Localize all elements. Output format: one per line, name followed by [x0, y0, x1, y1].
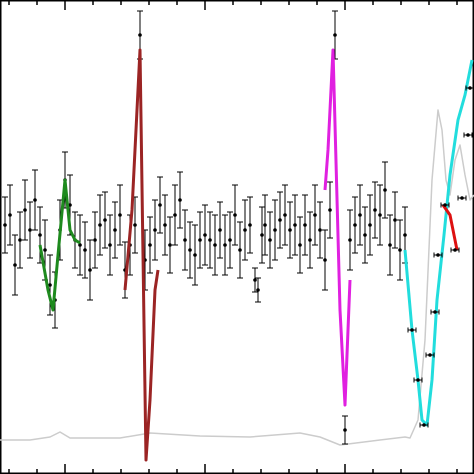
data-point	[133, 223, 137, 227]
data-point	[343, 428, 347, 432]
data-point	[293, 223, 297, 227]
data-point	[33, 198, 37, 202]
data-point	[318, 228, 322, 232]
data-point	[260, 233, 264, 237]
data-point	[198, 238, 202, 242]
data-point	[13, 263, 17, 267]
data-point	[353, 223, 357, 227]
data-point	[203, 233, 207, 237]
data-point	[443, 203, 447, 207]
data-point	[28, 228, 32, 232]
data-point	[428, 353, 432, 357]
data-line	[123, 48, 160, 462]
data-point	[188, 248, 192, 252]
data-point	[378, 213, 382, 217]
data-point	[273, 228, 277, 232]
data-point	[253, 278, 257, 282]
data-point	[453, 248, 457, 252]
data-line	[403, 59, 474, 427]
data-point	[256, 288, 260, 292]
data-point	[313, 213, 317, 217]
data-point	[243, 228, 247, 232]
data-point	[328, 208, 332, 212]
data-point	[103, 218, 107, 222]
data-point	[373, 208, 377, 212]
data-point	[193, 253, 197, 257]
data-point	[23, 208, 27, 212]
data-line	[323, 48, 352, 407]
data-point	[422, 423, 426, 427]
data-point	[248, 223, 252, 227]
data-point	[268, 238, 272, 242]
data-point	[173, 213, 177, 217]
data-point	[153, 228, 157, 232]
data-line	[0, 109, 474, 446]
data-point	[393, 218, 397, 222]
data-point	[363, 233, 367, 237]
data-point	[93, 238, 97, 242]
data-point	[48, 283, 52, 287]
data-point	[238, 248, 242, 252]
data-point	[308, 238, 312, 242]
data-point	[208, 238, 212, 242]
data-point	[466, 133, 470, 137]
data-point	[148, 243, 152, 247]
data-point	[158, 203, 162, 207]
data-point	[468, 86, 472, 90]
data-point	[263, 223, 267, 227]
data-point	[43, 248, 47, 252]
data-point	[83, 248, 87, 252]
data-point	[358, 213, 362, 217]
data-point	[278, 218, 282, 222]
data-point	[303, 223, 307, 227]
data-point	[3, 223, 7, 227]
data-point	[436, 253, 440, 257]
data-point	[163, 223, 167, 227]
data-point	[348, 238, 352, 242]
data-point	[88, 268, 92, 272]
data-point	[98, 223, 102, 227]
data-point	[138, 33, 142, 37]
data-point	[416, 378, 420, 382]
data-point	[18, 238, 22, 242]
data-point	[410, 328, 414, 332]
data-point	[168, 243, 172, 247]
data-point	[433, 310, 437, 314]
data-point	[223, 243, 227, 247]
data-point	[38, 233, 42, 237]
data-point	[403, 233, 407, 237]
data-point	[288, 228, 292, 232]
data-point	[228, 238, 232, 242]
data-point	[368, 223, 372, 227]
data-point	[113, 228, 117, 232]
data-point	[283, 213, 287, 217]
data-point	[183, 238, 187, 242]
data-point	[108, 243, 112, 247]
data-point	[333, 33, 337, 37]
data-point	[383, 188, 387, 192]
data-point	[388, 243, 392, 247]
data-point	[298, 243, 302, 247]
data-point	[68, 203, 72, 207]
data-line	[441, 204, 459, 251]
data-point	[323, 258, 327, 262]
data-line	[38, 178, 81, 312]
data-point	[213, 243, 217, 247]
data-point	[118, 213, 122, 217]
data-point	[398, 248, 402, 252]
data-point	[218, 228, 222, 232]
data-point	[460, 196, 464, 200]
data-point	[233, 213, 237, 217]
data-point	[8, 213, 12, 217]
data-point	[178, 198, 182, 202]
